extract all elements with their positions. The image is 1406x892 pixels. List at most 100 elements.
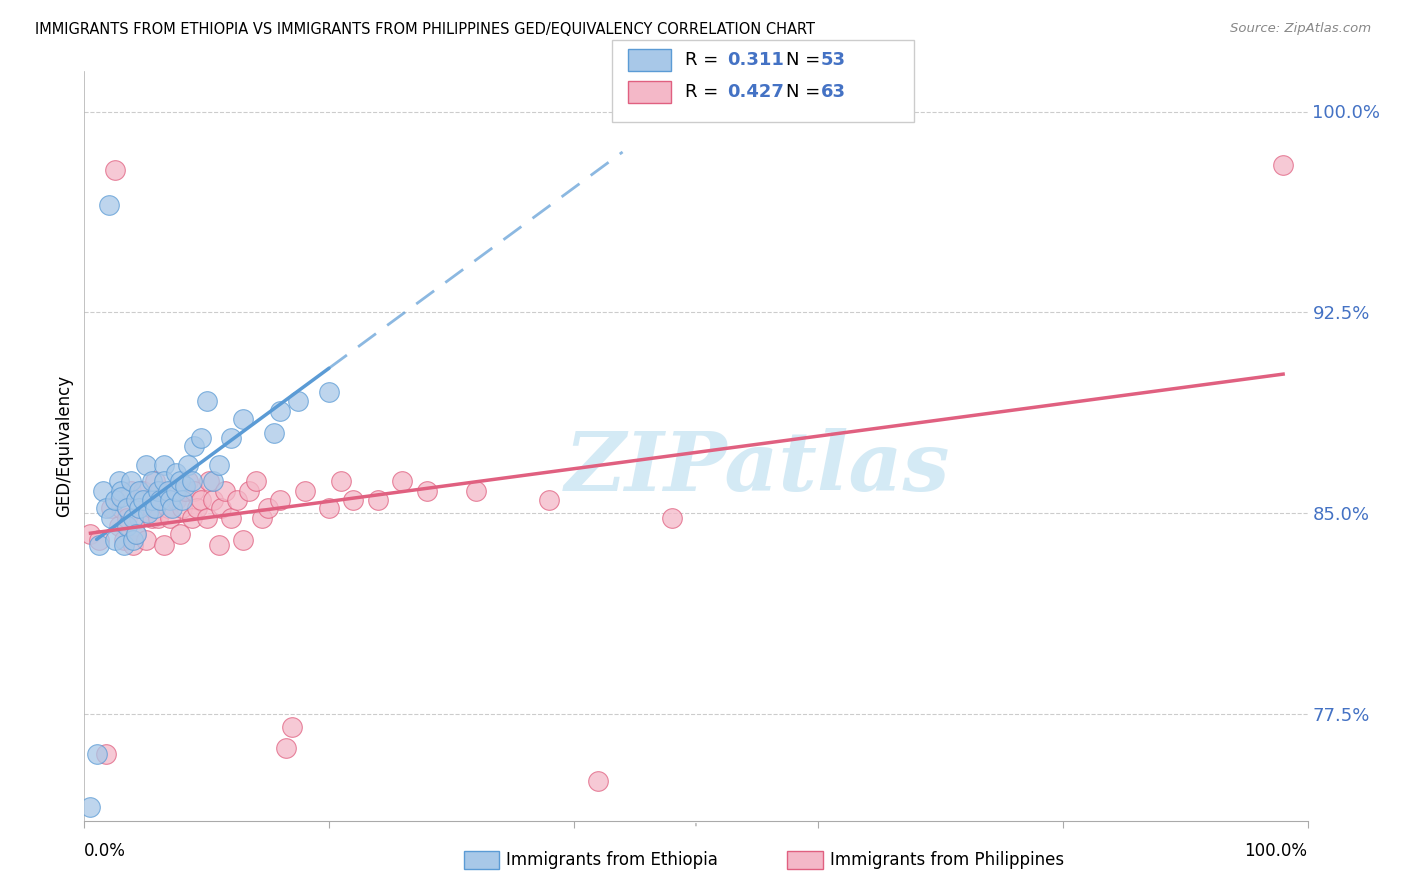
Point: [263, 425, 285, 440]
Point: [136, 506, 159, 520]
Point: [165, 484, 187, 499]
Point: [172, 492, 194, 507]
Point: [165, 492, 187, 507]
Text: 0.0%: 0.0%: [84, 842, 127, 860]
Point: [226, 492, 249, 507]
Text: ZIPatlas: ZIPatlas: [564, 428, 950, 508]
Point: [141, 500, 163, 515]
Point: [112, 538, 135, 552]
Point: [162, 500, 184, 515]
Point: [146, 511, 169, 525]
Point: [115, 519, 138, 533]
Point: [122, 533, 145, 547]
Point: [586, 773, 609, 788]
Point: [173, 479, 195, 493]
Point: [153, 538, 176, 552]
Point: [132, 484, 155, 499]
Point: [149, 484, 172, 499]
Text: 0.311: 0.311: [727, 51, 783, 69]
Point: [110, 500, 132, 515]
Point: [172, 500, 194, 515]
Point: [208, 538, 231, 552]
Text: IMMIGRANTS FROM ETHIOPIA VS IMMIGRANTS FROM PHILIPPINES GED/EQUIVALENCY CORRELAT: IMMIGRANTS FROM ETHIOPIA VS IMMIGRANTS F…: [35, 22, 815, 37]
Point: [391, 474, 413, 488]
Point: [122, 538, 145, 552]
Point: [1272, 158, 1295, 172]
Point: [115, 511, 138, 525]
Point: [156, 484, 179, 499]
Point: [153, 474, 176, 488]
Point: [100, 500, 122, 515]
Point: [107, 474, 129, 488]
Point: [190, 492, 212, 507]
Point: [201, 474, 224, 488]
Point: [177, 474, 200, 488]
Point: [661, 511, 683, 525]
Point: [232, 533, 254, 547]
Point: [104, 492, 127, 507]
Text: 100.0%: 100.0%: [1244, 842, 1308, 860]
Text: Source: ZipAtlas.com: Source: ZipAtlas.com: [1230, 22, 1371, 36]
Point: [257, 500, 280, 515]
Point: [115, 500, 138, 515]
Point: [96, 747, 118, 761]
Point: [342, 492, 364, 507]
Text: N =: N =: [786, 51, 825, 69]
Point: [146, 484, 169, 499]
Point: [173, 484, 195, 499]
Point: [136, 492, 159, 507]
Point: [153, 458, 176, 472]
Point: [110, 490, 132, 504]
Point: [87, 533, 110, 547]
Point: [86, 747, 108, 761]
Text: Immigrants from Ethiopia: Immigrants from Ethiopia: [506, 851, 718, 869]
Point: [538, 492, 561, 507]
Point: [110, 484, 132, 499]
Point: [159, 511, 181, 525]
Point: [281, 720, 304, 734]
Point: [318, 500, 340, 515]
Point: [238, 484, 260, 499]
Point: [122, 511, 145, 525]
Point: [190, 431, 212, 445]
Point: [143, 474, 166, 488]
Point: [128, 500, 150, 515]
Point: [165, 466, 187, 480]
Point: [132, 492, 155, 507]
Point: [269, 404, 291, 418]
Point: [195, 393, 218, 408]
Point: [219, 431, 242, 445]
Point: [79, 527, 101, 541]
Point: [169, 527, 191, 541]
Point: [195, 511, 218, 525]
Point: [104, 533, 127, 547]
Point: [141, 474, 163, 488]
Point: [141, 511, 163, 525]
Point: [128, 484, 150, 499]
Text: 0.427: 0.427: [727, 83, 783, 101]
Point: [104, 163, 127, 178]
Text: Immigrants from Philippines: Immigrants from Philippines: [830, 851, 1064, 869]
Point: [135, 533, 157, 547]
Point: [318, 385, 340, 400]
Point: [135, 458, 157, 472]
Point: [201, 492, 224, 507]
Point: [416, 484, 439, 499]
Point: [186, 500, 208, 515]
Point: [208, 458, 231, 472]
Point: [159, 492, 181, 507]
Point: [91, 484, 114, 499]
Point: [79, 800, 101, 814]
Point: [330, 474, 353, 488]
Point: [181, 511, 204, 525]
Text: 53: 53: [821, 51, 846, 69]
Point: [245, 474, 267, 488]
Point: [125, 527, 148, 541]
Point: [97, 198, 120, 212]
Point: [120, 484, 142, 499]
Point: [214, 484, 236, 499]
Point: [107, 519, 129, 533]
Point: [169, 474, 191, 488]
Point: [209, 500, 232, 515]
Point: [149, 492, 172, 507]
